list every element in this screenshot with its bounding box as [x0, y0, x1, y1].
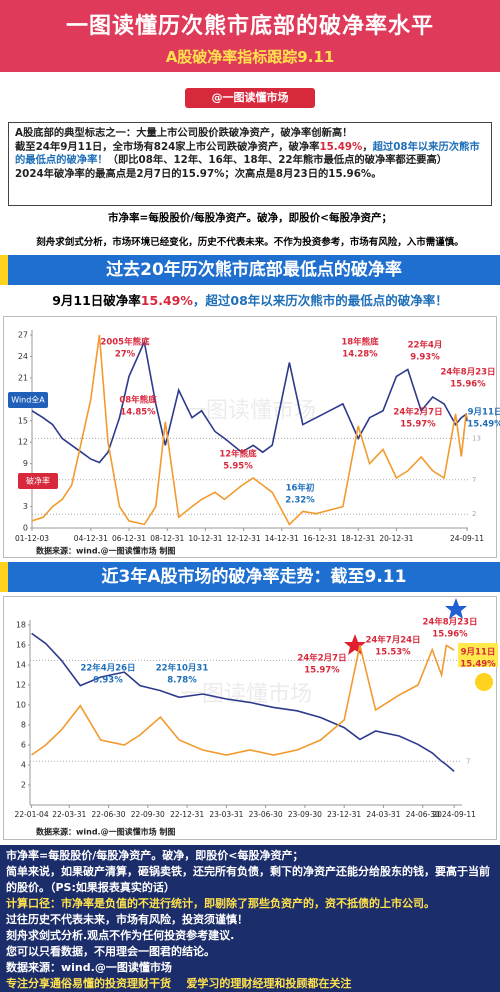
- chart-frame: [3, 316, 497, 558]
- text: （即比08年、12年、16年、18年、22年熊市最低点的破净率都还要高）: [107, 154, 448, 166]
- text: ，: [362, 140, 373, 153]
- text: 9月11日破净率: [52, 293, 141, 308]
- subtitle: A股破净率指标跟踪9.11: [165, 48, 335, 66]
- footer-line: 市净率=每股股价/每股净资产。破净，即股价<每股净资产；: [6, 849, 304, 862]
- account-tag: @一图读懂市场: [185, 88, 315, 108]
- footer-line: 简单来说，如果破产清算，砸锅卖铁，还完所有负债，剩下的净资产还能分给股东的钱，要…: [6, 865, 490, 894]
- text: 截至24年9月11日，全市场有824家上市公司跌破净资产，破净率: [15, 140, 320, 153]
- footer-line: 您可以只看数据，不用理会一图君的结论。: [6, 945, 215, 958]
- section-banner: 近3年A股市场的破净率走势：截至9.11: [0, 562, 500, 592]
- footer-line: 专注分享通俗易懂的投资理财干货 爱学习的理财经理和投顾都在关注: [6, 977, 352, 990]
- footer-line: 计算口径：市净率是负值的不进行统计，即剔除了那些负资产的，资不抵债的上市公司。: [6, 897, 435, 910]
- title: 一图读懂历次熊市底部的破净率水平: [65, 14, 434, 39]
- intro-line: A股底部的典型标志之一：大量上市公司股价跌破净资产，破净率创新高！: [15, 127, 353, 139]
- intro-line: 截至24年9月11日，全市场有824家上市公司跌破净资产，破净率15.49%，超…: [15, 141, 485, 168]
- chart-frame: [3, 596, 497, 840]
- headline: 9月11日破净率15.49%，超过08年以来历次熊市的最低点的破净率！: [0, 290, 500, 309]
- disclaimer: 刻舟求剑式分析，市场环境已经变化，历史不代表未来。不作为投资参考，市场有风险，入…: [36, 237, 464, 248]
- section-banner: 过去20年历次熊市底部最低点的破净率: [0, 255, 500, 285]
- text: ，超过08年以来历次熊市的最低点的破净率！: [192, 293, 448, 308]
- footer: 市净率=每股股价/每股净资产。破净，即股价<每股净资产； 简单来说，如果破产清算…: [0, 845, 500, 992]
- footer-line: 数据来源：wind.@一图读懂市场: [6, 961, 172, 974]
- intro-line: 2024年破净率的最高点是2月7日的15.97%；次高点是8月23日的15.96…: [15, 167, 382, 180]
- highlight: 15.49%: [140, 293, 193, 308]
- highlight: 超过08年以来历次熊市的最低点的破净率！: [15, 140, 480, 167]
- highlight: 15.49%: [319, 140, 363, 153]
- footer-line: 过往历史不代表未来，市场有风险，投资须谨慎！: [6, 913, 248, 926]
- header: 一图读懂历次熊市底部的破净率水平 A股破净率指标跟踪9.11: [0, 0, 500, 72]
- intro: A股底部的典型标志之一：大量上市公司股价跌破净资产，破净率创新高！ 截至24年9…: [8, 122, 492, 206]
- formula: 市净率=每股股价/每股净资产。破净，即股价<每股净资产；: [108, 212, 392, 224]
- footer-line: 刻舟求剑式分析.观点不作为任何投资参考建议.: [6, 929, 235, 942]
